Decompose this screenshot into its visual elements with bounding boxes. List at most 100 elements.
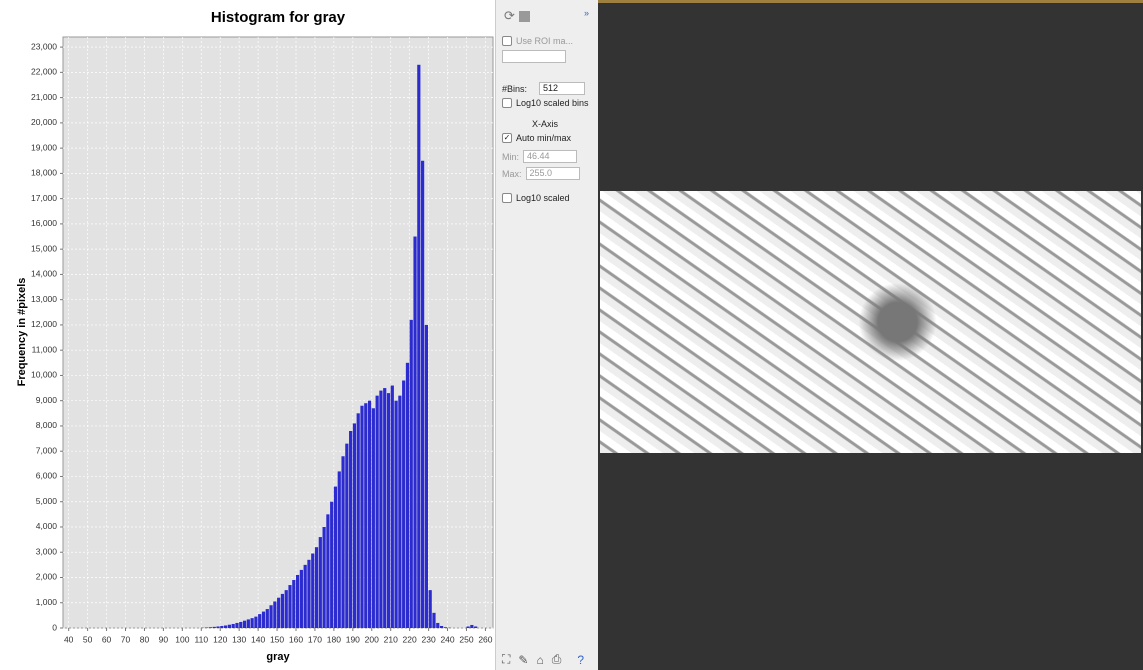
bar bbox=[440, 626, 443, 628]
y-tick-label: 6,000 bbox=[36, 471, 58, 481]
y-tick-label: 11,000 bbox=[32, 344, 58, 354]
x-tick-label: 70 bbox=[121, 634, 131, 644]
x-axis-section: X-Axis bbox=[532, 119, 558, 129]
log-bins-option[interactable]: Log10 scaled bins bbox=[502, 98, 589, 108]
x-tick-label: 110 bbox=[195, 634, 209, 644]
bar bbox=[269, 605, 272, 628]
bar bbox=[281, 594, 284, 628]
min-row: Min: 46.44 bbox=[502, 150, 577, 163]
bar bbox=[421, 161, 424, 628]
bar bbox=[285, 590, 288, 628]
y-tick-label: 1,000 bbox=[36, 597, 58, 607]
bar bbox=[417, 65, 420, 628]
y-axis-label: Frequency in #pixels bbox=[16, 278, 28, 387]
bar bbox=[228, 625, 231, 628]
bar bbox=[338, 471, 341, 628]
x-tick-label: 40 bbox=[64, 634, 74, 644]
y-tick-label: 16,000 bbox=[31, 218, 57, 228]
x-tick-label: 220 bbox=[403, 634, 417, 644]
bar bbox=[425, 325, 428, 628]
y-tick-label: 3,000 bbox=[36, 546, 58, 556]
bar bbox=[288, 585, 291, 628]
bar bbox=[235, 623, 238, 628]
x-tick-label: 260 bbox=[478, 634, 492, 644]
bar bbox=[311, 553, 314, 628]
min-input[interactable]: 46.44 bbox=[523, 150, 577, 163]
x-tick-label: 210 bbox=[384, 634, 398, 644]
bar bbox=[391, 386, 394, 628]
x-tick-label: 180 bbox=[327, 634, 341, 644]
bar bbox=[360, 406, 363, 628]
roi-label: Use ROI ma... bbox=[516, 36, 573, 46]
bar bbox=[357, 413, 360, 628]
bar bbox=[406, 363, 409, 628]
roi-select[interactable] bbox=[502, 50, 566, 63]
y-tick-label: 13,000 bbox=[31, 294, 57, 304]
bar bbox=[466, 626, 469, 628]
bar bbox=[243, 621, 246, 628]
bar bbox=[292, 580, 295, 628]
bar bbox=[251, 618, 254, 628]
bar bbox=[232, 624, 235, 628]
max-input[interactable]: 255.0 bbox=[526, 167, 580, 180]
log-scaled-label: Log10 scaled bbox=[516, 193, 570, 203]
bar bbox=[205, 627, 208, 628]
bar bbox=[341, 456, 344, 628]
bar bbox=[258, 614, 261, 628]
y-tick-label: 17,000 bbox=[31, 193, 57, 203]
bar bbox=[444, 627, 447, 628]
x-tick-label: 190 bbox=[346, 634, 360, 644]
expand-button[interactable]: » bbox=[584, 8, 589, 18]
bar bbox=[402, 380, 405, 628]
x-tick-label: 80 bbox=[140, 634, 150, 644]
y-tick-label: 10,000 bbox=[31, 370, 57, 380]
x-tick-label: 140 bbox=[251, 634, 265, 644]
bar bbox=[326, 514, 329, 628]
y-tick-label: 18,000 bbox=[31, 168, 57, 178]
y-tick-label: 12,000 bbox=[31, 319, 57, 329]
bar bbox=[432, 613, 435, 628]
y-tick-label: 0 bbox=[52, 622, 57, 632]
x-tick-label: 200 bbox=[365, 634, 379, 644]
y-tick-label: 14,000 bbox=[31, 269, 57, 279]
bar bbox=[334, 487, 337, 628]
bar bbox=[379, 391, 382, 628]
roi-option[interactable]: Use ROI ma... bbox=[502, 36, 573, 46]
log-scaled-option[interactable]: Log10 scaled bbox=[502, 193, 570, 203]
x-tick-label: 230 bbox=[422, 634, 436, 644]
x-tick-label: 50 bbox=[83, 634, 93, 644]
bar bbox=[304, 565, 307, 628]
y-tick-label: 8,000 bbox=[36, 420, 58, 430]
bar bbox=[296, 575, 299, 628]
max-label: Max: bbox=[502, 169, 522, 179]
bar bbox=[300, 570, 303, 628]
bar bbox=[277, 598, 280, 628]
auto-label: Auto min/max bbox=[516, 133, 571, 143]
bar bbox=[266, 609, 269, 628]
y-tick-label: 23,000 bbox=[31, 41, 57, 51]
bar bbox=[319, 537, 322, 628]
bar bbox=[353, 423, 356, 628]
x-tick-label: 130 bbox=[232, 634, 246, 644]
y-tick-label: 20,000 bbox=[31, 117, 57, 127]
y-tick-label: 9,000 bbox=[36, 395, 58, 405]
bar bbox=[474, 626, 477, 628]
bar bbox=[315, 547, 318, 628]
bar bbox=[330, 502, 333, 628]
x-tick-label: 160 bbox=[289, 634, 303, 644]
page: Histogram for gray gray Frequency in #pi… bbox=[0, 0, 1143, 670]
bar bbox=[436, 623, 439, 628]
auto-option[interactable]: ✓Auto min/max bbox=[502, 133, 571, 143]
bar bbox=[209, 627, 212, 628]
bins-input[interactable]: 512 bbox=[539, 82, 585, 95]
bar bbox=[345, 444, 348, 628]
bar bbox=[262, 612, 265, 628]
bins-label: #Bins: bbox=[502, 84, 527, 94]
min-label: Min: bbox=[502, 152, 519, 162]
bar bbox=[349, 431, 352, 628]
y-tick-label: 21,000 bbox=[31, 92, 57, 102]
y-tick-label: 22,000 bbox=[31, 67, 57, 77]
x-tick-label: 120 bbox=[213, 634, 227, 644]
y-tick-label: 2,000 bbox=[36, 572, 58, 582]
x-tick-label: 150 bbox=[270, 634, 284, 644]
